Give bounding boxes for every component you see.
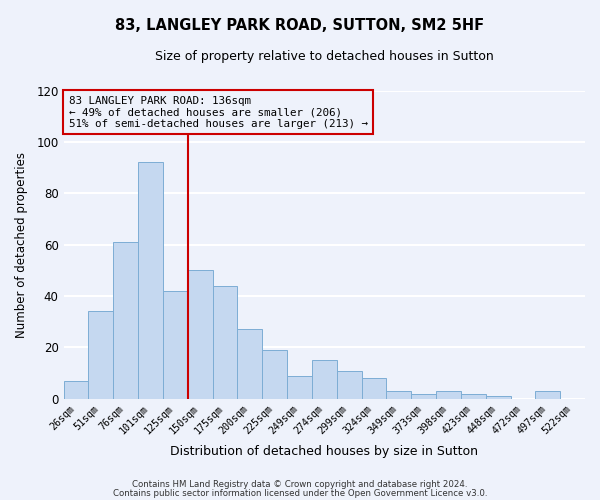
Bar — [535, 391, 560, 399]
Title: Size of property relative to detached houses in Sutton: Size of property relative to detached ho… — [155, 50, 494, 63]
Text: Contains HM Land Registry data © Crown copyright and database right 2024.: Contains HM Land Registry data © Crown c… — [132, 480, 468, 489]
Bar — [411, 394, 436, 399]
Bar — [287, 376, 312, 399]
Bar — [337, 370, 362, 399]
Bar — [238, 330, 262, 399]
Bar — [88, 312, 113, 399]
Bar — [312, 360, 337, 399]
Bar — [362, 378, 386, 399]
X-axis label: Distribution of detached houses by size in Sutton: Distribution of detached houses by size … — [170, 444, 478, 458]
Text: 83 LANGLEY PARK ROAD: 136sqm
← 49% of detached houses are smaller (206)
51% of s: 83 LANGLEY PARK ROAD: 136sqm ← 49% of de… — [68, 96, 368, 129]
Bar — [436, 391, 461, 399]
Text: 83, LANGLEY PARK ROAD, SUTTON, SM2 5HF: 83, LANGLEY PARK ROAD, SUTTON, SM2 5HF — [115, 18, 485, 32]
Bar — [188, 270, 212, 399]
Bar — [64, 381, 88, 399]
Bar — [386, 391, 411, 399]
Y-axis label: Number of detached properties: Number of detached properties — [15, 152, 28, 338]
Bar — [212, 286, 238, 399]
Bar — [138, 162, 163, 399]
Bar — [262, 350, 287, 399]
Bar — [163, 291, 188, 399]
Text: Contains public sector information licensed under the Open Government Licence v3: Contains public sector information licen… — [113, 488, 487, 498]
Bar — [485, 396, 511, 399]
Bar — [461, 394, 485, 399]
Bar — [113, 242, 138, 399]
